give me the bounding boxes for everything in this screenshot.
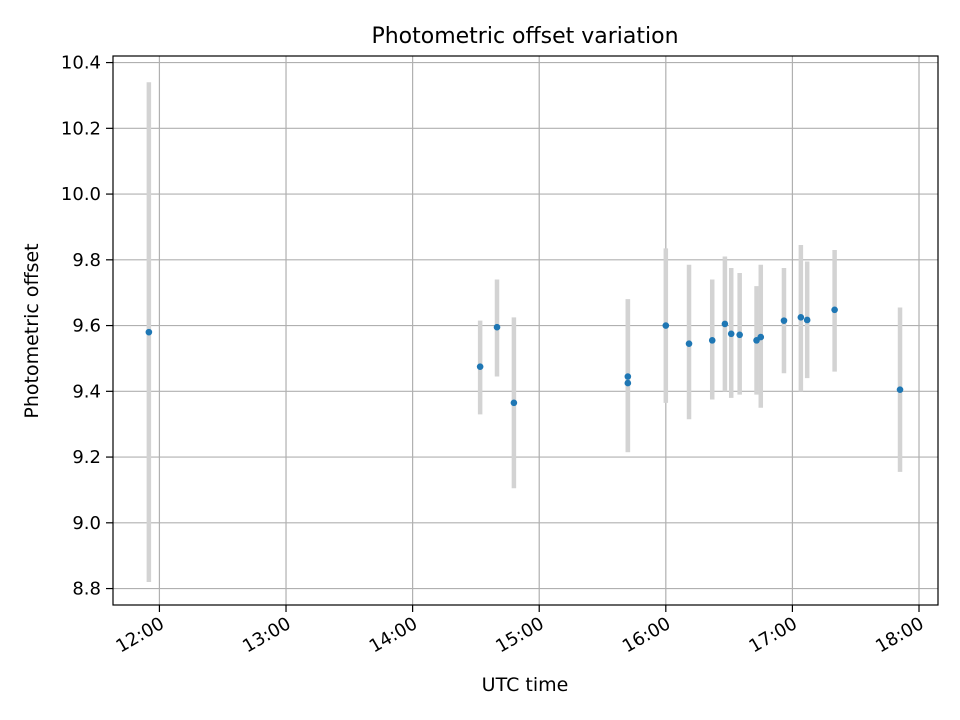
data-point: [736, 331, 743, 339]
y-tick-label: 9.6: [72, 316, 101, 337]
y-tick-label: 9.4: [72, 381, 101, 402]
y-axis-label: Photometric offset: [21, 243, 43, 418]
data-points: [145, 306, 904, 407]
chart-title: Photometric offset variation: [371, 24, 678, 49]
data-point: [896, 386, 904, 393]
data-point: [685, 340, 693, 347]
data-point: [510, 399, 518, 407]
y-tick-label: 9.2: [72, 447, 101, 468]
data-point: [662, 322, 670, 329]
data-point: [145, 328, 153, 336]
data-point: [721, 320, 729, 328]
data-point: [780, 317, 788, 324]
plot-area-frame: [112, 55, 939, 606]
data-point: [624, 379, 632, 387]
data-point: [797, 314, 805, 321]
data-point: [831, 306, 838, 314]
y-tick-label: 8.8: [72, 579, 101, 600]
data-point: [708, 337, 716, 344]
data-point: [757, 333, 765, 341]
data-point: [803, 316, 811, 324]
x-axis-label: UTC time: [482, 674, 569, 696]
data-point: [727, 330, 735, 338]
data-point: [476, 363, 484, 370]
y-tick-label: 10.2: [61, 118, 101, 139]
data-point: [493, 323, 501, 331]
y-tick-label: 9.8: [72, 250, 101, 271]
y-tick-label: 9.0: [72, 513, 101, 534]
y-tick-label: 10.0: [61, 184, 101, 205]
y-axis-ticks: 8.8 9.0 9.2 9.4 9.6 9.8 10.0 10.2 10.4: [61, 53, 113, 600]
data-point: [624, 373, 632, 380]
y-tick-label: 10.4: [61, 53, 101, 74]
